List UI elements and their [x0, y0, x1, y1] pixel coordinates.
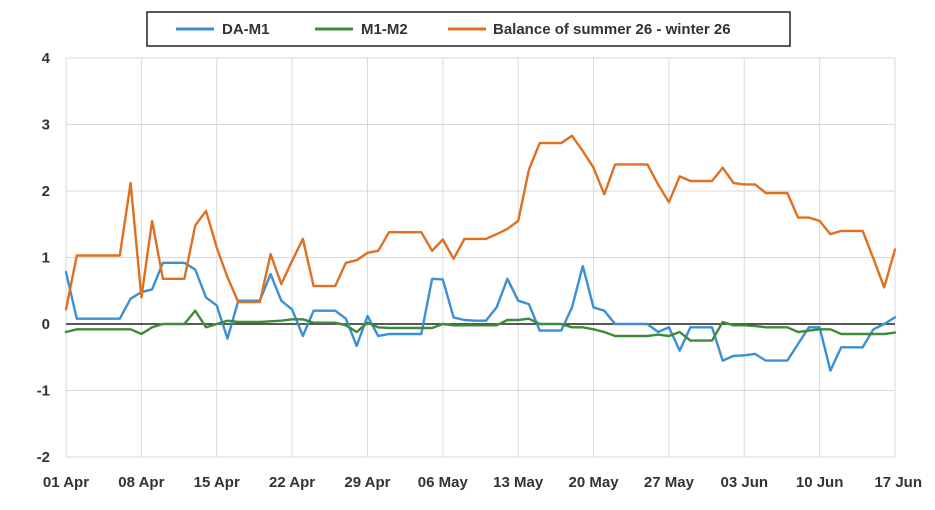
legend-label-balance: Balance of summer 26 - winter 26 — [493, 21, 731, 38]
series-line-da-m1 — [64, 261, 897, 372]
x-tick-label: 20 May — [569, 474, 620, 491]
series-lines — [64, 134, 897, 372]
y-tick-label: 2 — [42, 183, 50, 200]
x-tick-label: 03 Jun — [721, 474, 769, 491]
legend-label-m1-m2: M1-M2 — [361, 21, 408, 38]
x-axis-tick-labels: 01 Apr 08 Apr 15 Apr 22 Apr 29 Apr 06 May 13 M… — [43, 474, 922, 491]
y-tick-label: -2 — [37, 449, 50, 466]
x-tick-label: 10 Jun — [796, 474, 844, 491]
x-tick-label: 01 Apr — [43, 474, 89, 491]
legend-label-da-m1: DA-M1 — [222, 21, 270, 38]
x-tick-label: 27 May — [644, 474, 695, 491]
legend: DA-M1 M1-M2 Balance of summer 26 - winte… — [146, 11, 791, 47]
y-tick-label: -1 — [37, 383, 50, 400]
x-tick-label: 15 Apr — [194, 474, 240, 491]
x-tick-label: 29 Apr — [344, 474, 390, 491]
y-tick-label: 1 — [42, 250, 50, 267]
legend-box — [146, 11, 791, 47]
y-axis-tick-labels: -2 -1 0 1 2 3 4 — [37, 50, 51, 466]
x-tick-label: 08 Apr — [118, 474, 164, 491]
series-line-m1-m2 — [64, 309, 897, 342]
x-tick-label: 22 Apr — [269, 474, 315, 491]
y-tick-label: 0 — [42, 316, 50, 333]
x-tick-label: 13 May — [493, 474, 544, 491]
series-line-balance-of-summer-26-winter-26 — [64, 134, 897, 311]
x-tick-label: 17 Jun — [874, 474, 922, 491]
x-tick-label: 06 May — [418, 474, 469, 491]
gridlines — [65, 57, 896, 458]
y-tick-label: 4 — [42, 50, 51, 67]
y-tick-label: 3 — [42, 117, 50, 134]
